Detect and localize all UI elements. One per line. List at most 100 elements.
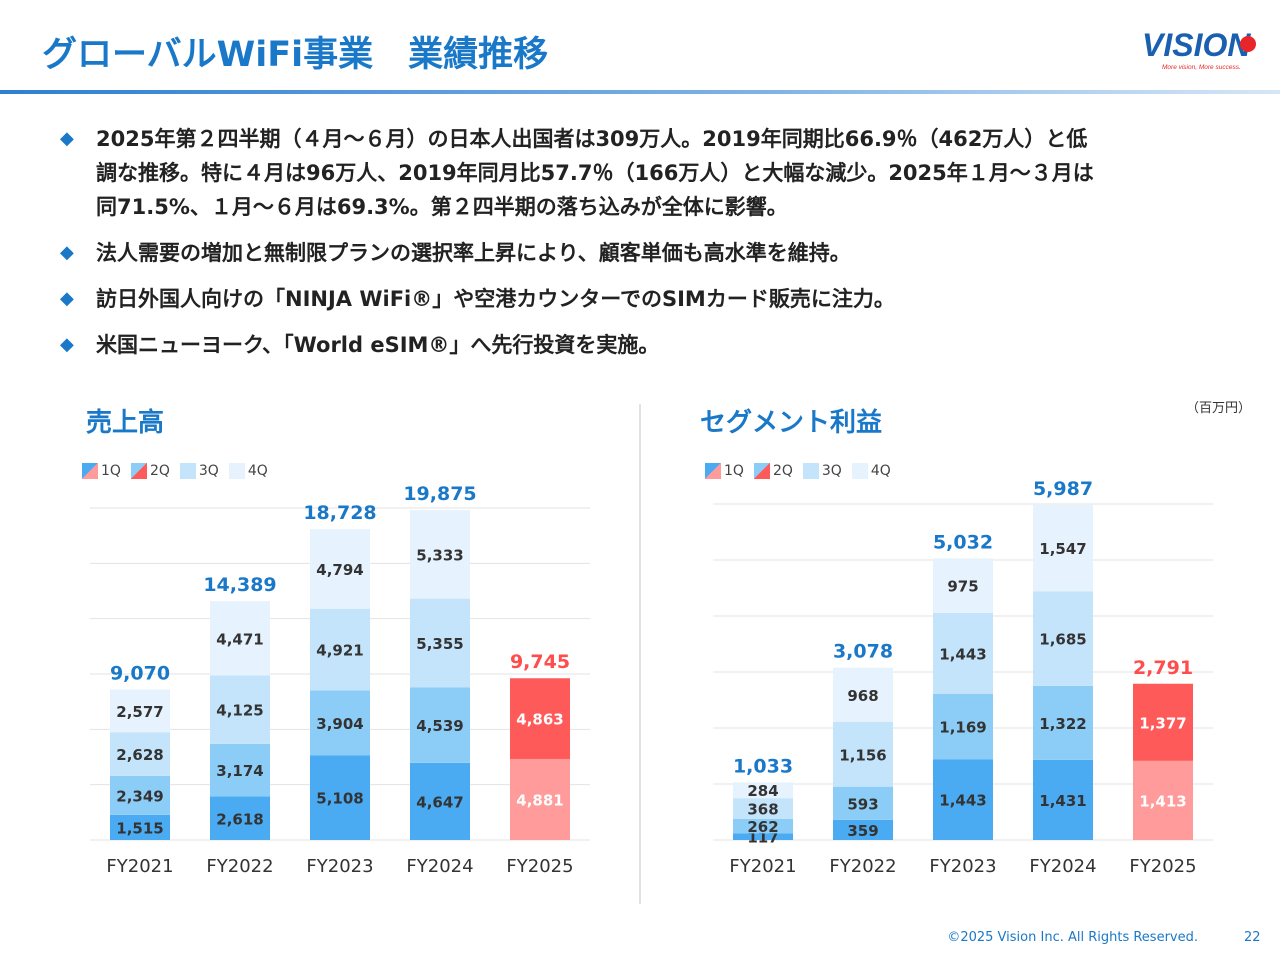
bar-segment	[110, 814, 170, 840]
data-label: 4,471	[216, 630, 263, 648]
bar-segment	[833, 667, 893, 722]
data-label: 1,443	[939, 792, 986, 810]
data-label: 2,577	[116, 703, 163, 721]
data-label: 5,333	[416, 546, 463, 564]
data-label: 1,413	[1139, 792, 1186, 810]
bar-segment	[410, 687, 470, 763]
diamond-icon: ◆	[60, 128, 74, 149]
legend-label: 1Q	[724, 463, 744, 479]
legend-label: 3Q	[198, 463, 219, 479]
legend-swatch	[851, 463, 868, 479]
profit-legend: 1Q 2Q 3Q 4Q	[705, 463, 901, 479]
legend-swatch	[705, 463, 721, 479]
legend-swatch	[130, 463, 147, 479]
bar-segment	[1033, 591, 1093, 686]
data-label: 5,108	[316, 790, 363, 808]
legend-label: 1Q	[101, 463, 121, 479]
unit-label: （百万円）	[1186, 401, 1252, 416]
bullet-text: 2025年第２四半期（４月～６月）の日本人出国者は309万人。2019年同期比6…	[96, 127, 1094, 219]
sales-legend: 1Q 2Q 3Q 4Q	[82, 463, 278, 479]
legend-label: 4Q	[247, 463, 268, 479]
data-label: 5,355	[416, 635, 463, 653]
legend-label: 2Q	[149, 463, 170, 479]
data-label: 1,547	[1039, 540, 1086, 558]
data-label: 1,156	[839, 746, 886, 764]
logo-tagline: More vision, More success.	[1162, 64, 1241, 71]
total-label: 1,033	[733, 755, 793, 777]
total-label: 18,728	[303, 502, 376, 524]
bullet-text: 訪日外国人向けの「NINJA WiFi®」や空港カウンターでのSIMカード販売に…	[96, 287, 895, 311]
bar-segment	[733, 798, 793, 819]
bar-segment	[210, 601, 270, 676]
bar-segment	[210, 675, 270, 744]
bullet-item: ◆ 法人需要の増加と無制限プランの選択率上昇により、顧客単価も高水準を維持。	[60, 236, 1240, 270]
page-number: 22	[1244, 930, 1261, 945]
bullet-item: ◆ 米国ニューヨーク、「World eSIM®」へ先行投資を実施。	[60, 328, 1240, 362]
legend-item: 2Q	[753, 463, 793, 479]
legend-label: 2Q	[772, 463, 793, 479]
data-label: 4,647	[416, 793, 463, 811]
sales-stacked-bar-chart: 1,515 2,349 2,628 2,577 9,070 FY2021 2,618 3,17…	[90, 483, 590, 877]
title-underline	[0, 90, 1280, 94]
legend-item: 3Q	[802, 463, 842, 479]
legend-item: 4Q	[228, 463, 268, 479]
data-label: 1,515	[116, 819, 163, 837]
total-label: 9,070	[110, 662, 170, 684]
bar-segment	[1133, 760, 1193, 840]
total-label: 5,032	[933, 531, 993, 553]
legend-swatch	[179, 463, 196, 479]
data-label: 284	[747, 782, 778, 800]
legend-swatch	[802, 463, 819, 479]
data-label: 2,628	[116, 746, 163, 764]
x-tick-label: FY2021	[106, 856, 173, 877]
bar-segment	[310, 755, 370, 840]
legend-item: 3Q	[179, 463, 219, 479]
bar-segment	[410, 598, 470, 688]
bar-segment	[310, 529, 370, 609]
legend-item: 1Q	[82, 463, 121, 479]
x-tick-label: FY2022	[206, 856, 273, 877]
legend-swatch	[82, 463, 98, 479]
logo-dot	[1240, 36, 1256, 52]
total-label: 3,078	[833, 641, 893, 663]
bar-segment	[110, 689, 170, 733]
data-label: 4,921	[316, 642, 363, 660]
bullet-text: 米国ニューヨーク、「World eSIM®」へ先行投資を実施。	[96, 333, 660, 357]
bar-segment	[1133, 683, 1193, 761]
bar-segment	[833, 819, 893, 840]
bar-segment	[933, 558, 993, 613]
bar-segment	[933, 759, 993, 840]
data-label: 4,863	[516, 711, 563, 729]
bar-segment	[733, 833, 793, 840]
data-label: 3,174	[216, 762, 263, 780]
bar-segment	[1033, 685, 1093, 760]
data-label: 1,431	[1039, 792, 1086, 810]
bar-segment	[210, 743, 270, 797]
diamond-icon: ◆	[60, 242, 74, 263]
data-label: 2,349	[116, 787, 163, 805]
bar-segment	[410, 762, 470, 840]
legend-item: 2Q	[130, 463, 170, 479]
sales-chart-title: 売上高	[86, 408, 165, 438]
x-tick-label: FY2025	[1129, 856, 1196, 877]
bullet-list: ◆ 2025年第２四半期（４月～６月）の日本人出国者は309万人。2019年同期…	[60, 122, 1240, 374]
total-label: 9,745	[510, 651, 570, 673]
bar-segment	[833, 721, 893, 787]
diamond-icon: ◆	[60, 288, 74, 309]
data-label: 2,618	[216, 810, 263, 828]
bar-segment	[933, 693, 993, 760]
copyright-notice: ©2025 Vision Inc. All Rights Reserved.	[947, 930, 1198, 945]
bullet-item: ◆ 訪日外国人向けの「NINJA WiFi®」や空港カウンターでのSIMカード販…	[60, 282, 1240, 316]
bar-segment	[733, 818, 793, 834]
bar-segment	[1033, 759, 1093, 840]
page-title: グローバルWiFi事業 業績推移	[42, 35, 549, 75]
bar-segment	[110, 775, 170, 815]
total-label: 19,875	[403, 483, 476, 505]
data-label: 3,904	[316, 715, 363, 733]
bullet-item: ◆ 2025年第２四半期（４月～６月）の日本人出国者は309万人。2019年同期…	[60, 122, 1240, 224]
bar-segment	[510, 678, 570, 759]
data-label: 359	[847, 822, 878, 840]
legend-swatch	[228, 463, 245, 479]
data-label: 1,443	[939, 645, 986, 663]
bar-segment	[510, 758, 570, 840]
